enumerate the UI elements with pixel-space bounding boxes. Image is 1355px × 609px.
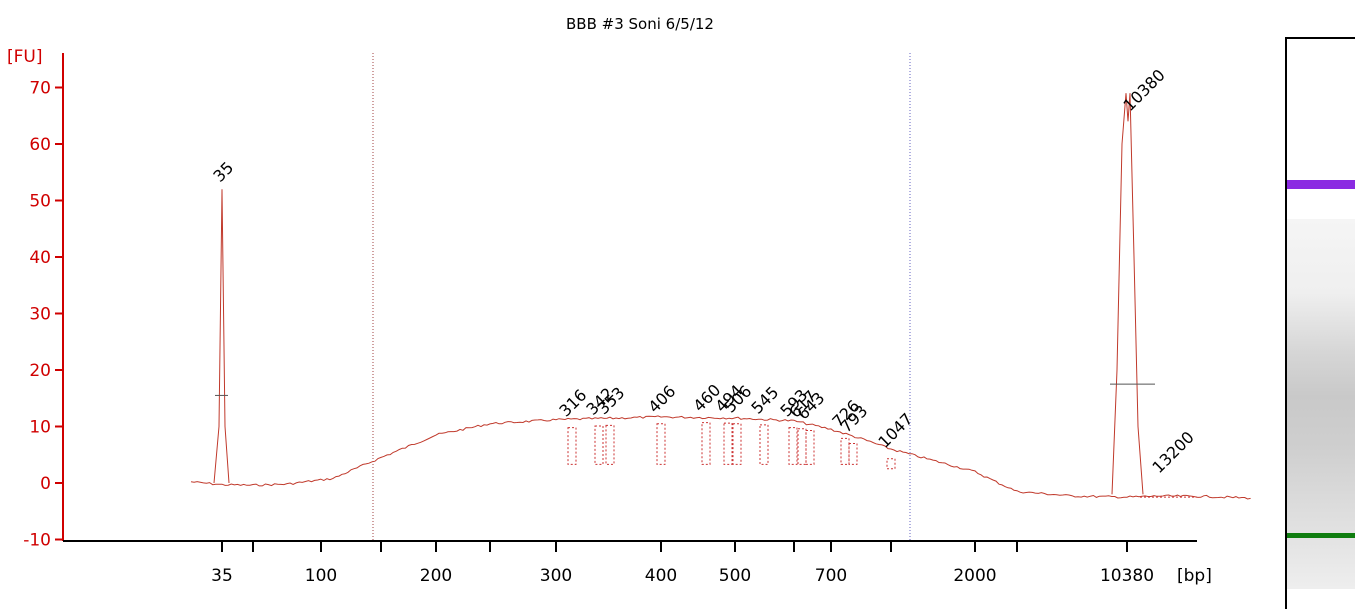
x-tick-label: 400 xyxy=(645,566,677,586)
x-tick-label: 700 xyxy=(815,566,847,586)
peak-window xyxy=(567,427,577,465)
peak-window xyxy=(701,422,711,465)
x-tick-label: 100 xyxy=(305,566,337,586)
peak-window xyxy=(788,427,798,465)
y-tick-label: -10 xyxy=(23,531,51,551)
y-tick-label: 70 xyxy=(29,79,51,99)
x-tick-label: 500 xyxy=(719,566,751,586)
peak-window xyxy=(605,424,615,465)
electropherogram-chart: BBB #3 Soni 6/5/12 [FU] [bp] -10 0 10 20 30 4… xyxy=(7,15,1251,586)
peak-label: 10380 xyxy=(1119,65,1168,114)
peak-label: 406 xyxy=(644,382,679,417)
peak-window xyxy=(848,442,858,465)
y-tick-label: 50 xyxy=(29,192,51,212)
peak-label: 35 xyxy=(209,158,237,186)
x-tick-label: 2000 xyxy=(953,566,996,586)
y-tick-label: 60 xyxy=(29,135,51,155)
y-tick-label: 30 xyxy=(29,305,51,325)
peak-label: 13200 xyxy=(1148,428,1197,477)
peak-window xyxy=(656,423,666,465)
axes: -10 0 10 20 30 40 50 60 70 35 100 200 300 400 500 700 20… xyxy=(23,53,1197,586)
y-axis-label: [FU] xyxy=(7,47,43,67)
peak-window xyxy=(886,458,896,470)
x-tick-label: 300 xyxy=(540,566,572,586)
y-tick-label: 40 xyxy=(29,248,51,268)
upper-marker-peak xyxy=(1111,93,1144,495)
peak-window xyxy=(732,423,742,465)
trace-line xyxy=(190,415,1251,500)
gel-lower-marker-band xyxy=(1287,533,1355,538)
plot-area xyxy=(190,93,1251,500)
y-tick-label: 0 xyxy=(40,474,51,494)
x-tick-label: 35 xyxy=(211,566,233,586)
x-tick-label: 10380 xyxy=(1100,566,1154,586)
peak-window xyxy=(840,437,850,465)
lower-marker-peak xyxy=(213,189,230,484)
gel-sample-smear xyxy=(1287,219,1355,589)
gel-upper-marker-band xyxy=(1287,180,1355,189)
x-axis-label: [bp] xyxy=(1177,566,1212,586)
y-tick-label: 10 xyxy=(29,418,51,438)
y-tick-label: 20 xyxy=(29,361,51,381)
region-markers xyxy=(372,53,911,541)
peak-window xyxy=(797,428,807,465)
peak-window xyxy=(805,430,815,465)
peak-window xyxy=(759,424,769,465)
peak-label: 545 xyxy=(747,383,782,418)
chart-title: BBB #3 Soni 6/5/12 xyxy=(566,15,714,33)
gel-image xyxy=(1285,37,1355,609)
peak-window xyxy=(723,422,733,465)
peak-label: 1047 xyxy=(874,409,916,451)
x-tick-label: 200 xyxy=(420,566,452,586)
peak-window xyxy=(594,425,604,465)
